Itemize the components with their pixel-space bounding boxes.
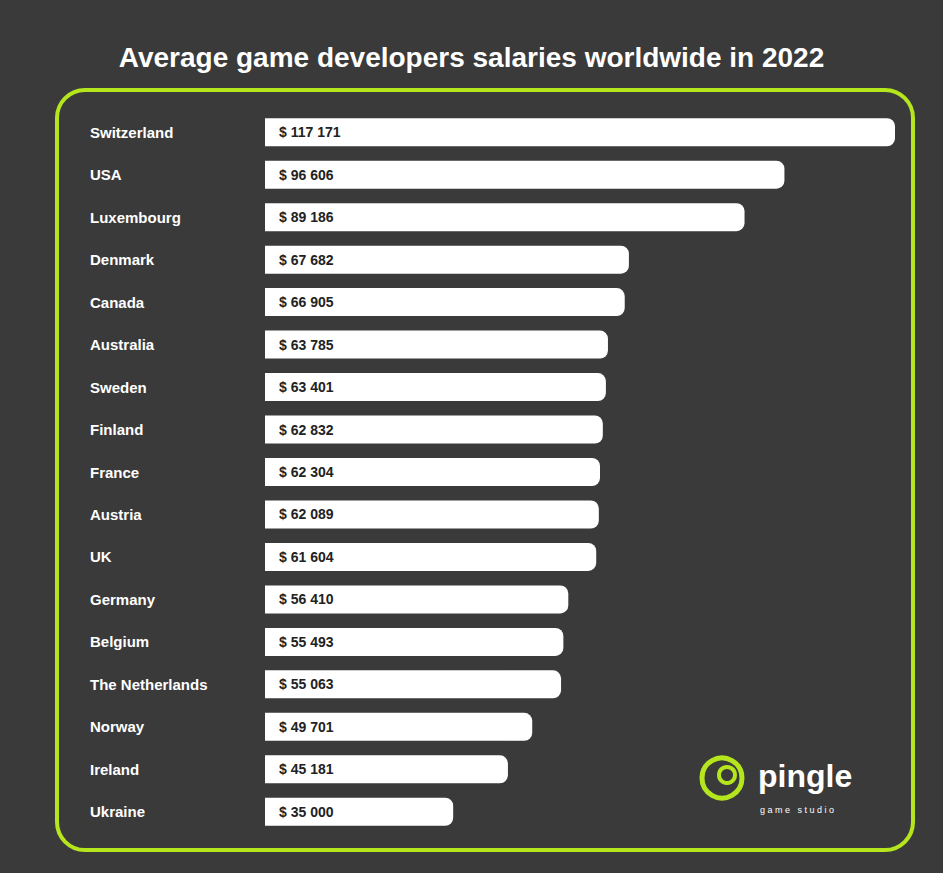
svg-text:$ 63 401: $ 63 401 bbox=[279, 379, 334, 395]
svg-text:$ 96 606: $ 96 606 bbox=[279, 167, 334, 183]
svg-text:$ 67 682: $ 67 682 bbox=[279, 252, 334, 268]
svg-text:Canada: Canada bbox=[90, 294, 145, 311]
svg-text:g a m e s t u d i o: g a m e s t u d i o bbox=[760, 805, 834, 815]
svg-text:$ 55 063: $ 55 063 bbox=[279, 676, 334, 692]
svg-text:Average game developers salari: Average game developers salaries worldwi… bbox=[119, 42, 825, 73]
svg-text:$ 89 186: $ 89 186 bbox=[279, 209, 334, 225]
svg-text:UK: UK bbox=[90, 548, 112, 565]
svg-text:$ 49 701: $ 49 701 bbox=[279, 719, 334, 735]
svg-text:$ 62 304: $ 62 304 bbox=[279, 464, 334, 480]
svg-text:Australia: Australia bbox=[90, 336, 155, 353]
svg-text:$ 63 785: $ 63 785 bbox=[279, 337, 334, 353]
svg-text:Switzerland: Switzerland bbox=[90, 124, 173, 141]
svg-text:$ 56 410: $ 56 410 bbox=[279, 591, 334, 607]
svg-text:$ 66 905: $ 66 905 bbox=[279, 294, 334, 310]
svg-text:Denmark: Denmark bbox=[90, 251, 155, 268]
svg-text:USA: USA bbox=[90, 166, 122, 183]
svg-text:Austria: Austria bbox=[90, 506, 142, 523]
svg-text:Norway: Norway bbox=[90, 718, 145, 735]
svg-text:Ukraine: Ukraine bbox=[90, 803, 145, 820]
svg-text:Belgium: Belgium bbox=[90, 633, 149, 650]
svg-text:pingle: pingle bbox=[758, 758, 852, 794]
svg-text:$ 62 089: $ 62 089 bbox=[279, 506, 334, 522]
svg-text:$ 117 171: $ 117 171 bbox=[279, 124, 341, 140]
svg-text:Germany: Germany bbox=[90, 591, 156, 608]
svg-text:Sweden: Sweden bbox=[90, 379, 147, 396]
svg-text:$ 35 000: $ 35 000 bbox=[279, 804, 334, 820]
svg-text:$ 45 181: $ 45 181 bbox=[279, 761, 334, 777]
svg-text:Finland: Finland bbox=[90, 421, 143, 438]
svg-text:The Netherlands: The Netherlands bbox=[90, 676, 208, 693]
svg-text:$ 55 493: $ 55 493 bbox=[279, 634, 334, 650]
svg-text:Ireland: Ireland bbox=[90, 761, 139, 778]
svg-text:$ 61 604: $ 61 604 bbox=[279, 549, 334, 565]
svg-text:Luxembourg: Luxembourg bbox=[90, 209, 181, 226]
svg-text:France: France bbox=[90, 464, 139, 481]
svg-text:$ 62 832: $ 62 832 bbox=[279, 422, 334, 438]
